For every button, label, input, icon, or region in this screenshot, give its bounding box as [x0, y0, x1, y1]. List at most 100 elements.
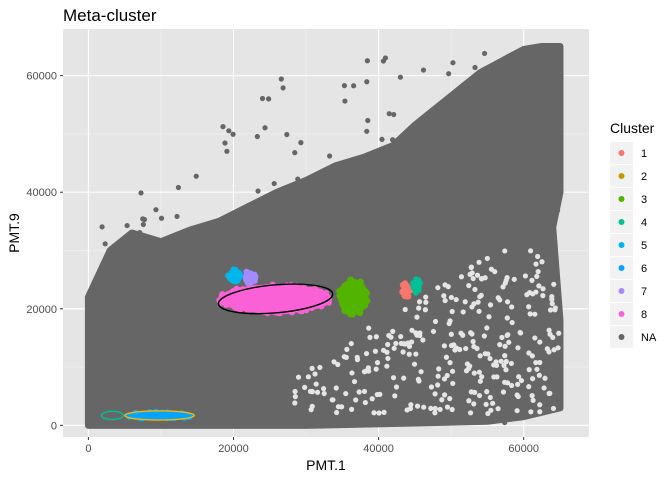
series-na-point — [230, 131, 236, 137]
series-na-point — [137, 229, 143, 236]
series-na-point — [379, 136, 385, 142]
background-gap — [537, 359, 543, 366]
background-gap — [472, 286, 478, 293]
background-gap — [501, 362, 507, 369]
background-gap — [462, 299, 468, 305]
background-gap — [532, 335, 538, 341]
series-na-point — [554, 207, 561, 214]
background-gap — [508, 360, 514, 367]
background-gap — [432, 410, 438, 416]
background-gap — [371, 410, 377, 416]
background-gap — [547, 307, 554, 313]
x-tick-label: 40000 — [363, 443, 394, 455]
background-gap — [487, 302, 494, 308]
background-gap — [471, 401, 477, 407]
background-gap — [423, 299, 429, 305]
background-gap — [377, 391, 383, 397]
background-gap — [333, 385, 339, 391]
background-gap — [292, 394, 298, 400]
background-gap — [536, 372, 542, 378]
background-gap — [413, 330, 419, 336]
background-gap — [476, 392, 483, 399]
background-gap — [509, 304, 515, 310]
background-gap — [529, 353, 535, 359]
series-na-point — [380, 58, 387, 64]
series-na-point — [390, 137, 396, 143]
background-gap — [537, 339, 543, 345]
background-gap — [526, 350, 532, 356]
background-gap — [354, 354, 360, 361]
background-gap — [329, 397, 335, 403]
series-na-point — [124, 222, 130, 229]
background-gap — [544, 346, 550, 352]
background-gap — [514, 381, 521, 387]
background-gap — [441, 293, 447, 299]
background-gap — [540, 293, 546, 299]
background-gap — [479, 374, 485, 380]
legend-label-1: 1 — [641, 148, 647, 160]
background-gap — [549, 301, 555, 307]
series-na-point — [220, 124, 226, 130]
background-gap — [506, 339, 512, 345]
series-na-point — [138, 190, 144, 196]
background-gap — [516, 374, 522, 380]
series-na-point — [420, 67, 427, 73]
background-gap — [515, 345, 521, 351]
background-gap — [468, 264, 475, 270]
background-gap — [550, 405, 557, 412]
background-gap — [514, 392, 520, 398]
series-na-point — [365, 117, 371, 124]
background-gap — [505, 332, 511, 338]
background-gap — [391, 345, 397, 351]
legend: Cluster 1 2 3 4 5 6 7 8 NA — [610, 120, 657, 348]
background-gap — [534, 273, 540, 279]
background-gap — [423, 294, 429, 300]
series-na-point — [102, 241, 108, 247]
background-gap — [321, 390, 327, 397]
background-gap — [460, 309, 466, 315]
background-gap — [468, 389, 474, 395]
series-na-point — [383, 421, 389, 427]
series-na-point — [271, 180, 277, 187]
background-gap — [487, 394, 493, 401]
legend-key-2 — [618, 173, 625, 179]
background-gap — [504, 315, 510, 321]
background-gap — [470, 275, 476, 282]
background-gap — [476, 369, 482, 375]
data-points — [84, 42, 564, 429]
x-tick-label: 20000 — [218, 443, 249, 455]
series-na-point — [224, 148, 230, 154]
background-gap — [376, 410, 382, 416]
legend-label-5: 5 — [641, 240, 647, 252]
background-gap — [432, 405, 438, 412]
x-axis-ticks: 0 20000 40000 60000 — [85, 437, 539, 455]
background-gap — [349, 370, 355, 376]
background-gap — [432, 318, 439, 325]
background-gap — [529, 277, 535, 283]
background-gap — [483, 401, 489, 407]
background-gap — [409, 327, 415, 333]
background-gap — [435, 285, 441, 291]
background-gap — [477, 378, 483, 384]
cluster-6-ellipse — [123, 410, 196, 421]
background-gap — [517, 329, 523, 336]
background-gap — [495, 406, 501, 412]
background-gap — [551, 281, 557, 287]
series-na-point — [99, 224, 105, 230]
background-gap — [470, 338, 476, 345]
background-gap — [524, 292, 530, 298]
series-4-cluster — [412, 277, 420, 294]
background-gap — [503, 358, 509, 365]
series-na-point — [255, 188, 261, 194]
legend-key-3 — [618, 196, 625, 202]
background-gap — [540, 286, 546, 292]
series-na-point — [364, 128, 370, 134]
background-gap — [447, 360, 453, 366]
series-na-point — [140, 221, 146, 228]
background-gap — [314, 389, 321, 395]
background-gap — [549, 293, 555, 300]
background-gap — [443, 354, 450, 360]
background-gap — [335, 361, 341, 368]
background-gap — [435, 382, 441, 388]
background-gap — [547, 331, 553, 337]
